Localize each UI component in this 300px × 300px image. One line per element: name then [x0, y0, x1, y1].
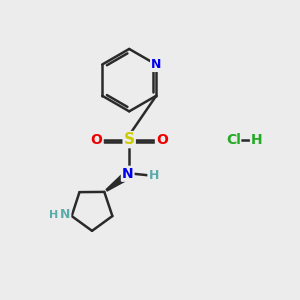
Text: H: H	[49, 210, 58, 220]
Text: O: O	[156, 133, 168, 147]
Text: N: N	[122, 167, 134, 181]
Text: H: H	[250, 133, 262, 147]
Text: S: S	[124, 132, 135, 147]
Text: O: O	[91, 133, 102, 147]
Text: N: N	[151, 58, 161, 71]
Text: Cl: Cl	[226, 133, 241, 147]
Polygon shape	[106, 174, 127, 191]
Text: H: H	[148, 169, 159, 182]
Text: N: N	[60, 208, 70, 221]
